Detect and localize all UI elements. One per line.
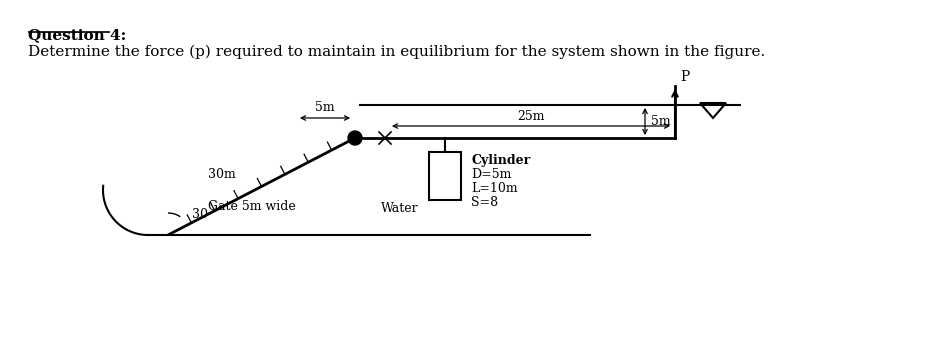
Circle shape (348, 131, 362, 145)
Text: 25m: 25m (518, 110, 544, 123)
Text: Water: Water (382, 201, 419, 215)
Text: S=8: S=8 (471, 196, 498, 209)
Text: 30m: 30m (208, 169, 236, 182)
Text: 5m: 5m (651, 115, 670, 128)
Text: Determine the force (p) required to maintain in equilibrium for the system shown: Determine the force (p) required to main… (28, 45, 765, 59)
Text: Gate 5m wide: Gate 5m wide (208, 199, 296, 213)
Text: L=10m: L=10m (471, 182, 518, 195)
Text: Question 4:: Question 4: (28, 28, 126, 42)
Text: 30: 30 (192, 208, 208, 221)
Text: P: P (680, 70, 689, 84)
Bar (429, 152, 461, 200)
Text: Cylinder: Cylinder (471, 154, 531, 167)
Text: D=5m: D=5m (471, 168, 511, 181)
Text: 5m: 5m (315, 101, 335, 114)
